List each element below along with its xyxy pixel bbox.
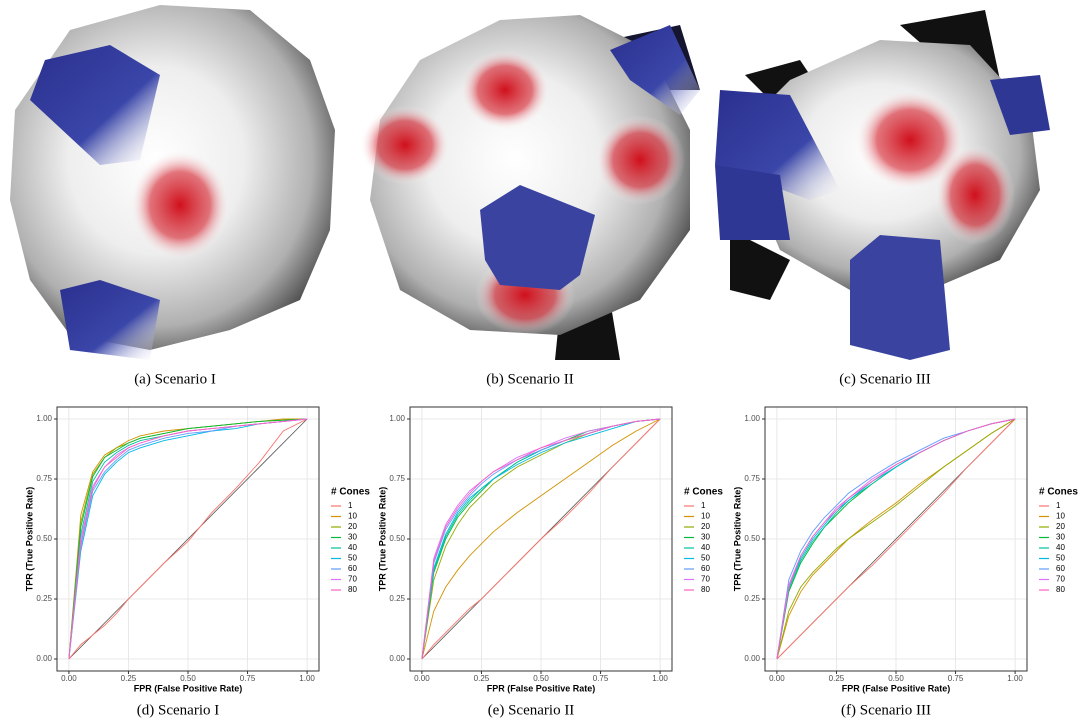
x-tick-label: 0.00 [61,674,77,683]
x-tick-label: 0.00 [769,674,785,683]
legend-label: 1 [348,501,353,510]
y-axis-label: TPR (True Positive Rate) [732,487,742,592]
roc-curve [68,418,308,660]
reference-diagonal [68,418,308,660]
x-tick-label: 0.25 [474,674,490,683]
plot-border [764,406,1028,672]
roc-curve [776,418,1016,660]
x-tick-label: 0.50 [533,674,549,683]
figure-caption: (b) Scenario II [486,371,573,387]
legend-label: 30 [348,533,357,542]
legend-label: 10 [701,512,710,521]
legend-label: 1 [701,501,706,510]
figure-caption: (d) Scenario I [137,702,219,718]
y-tick-label: 0.25 [389,594,405,603]
x-tick-label: 0.00 [414,674,430,683]
y-tick-label: 1.00 [36,414,52,423]
x-axis-label: FPR (False Positive Rate) [487,683,596,693]
render-scenario-2 [360,15,700,360]
plot-border [56,406,320,672]
x-axis-label: FPR (False Positive Rate) [134,683,243,693]
legend-label: 50 [348,554,357,563]
legend-label: 1 [1056,501,1061,510]
legend-label: 30 [1056,533,1065,542]
x-tick-label: 1.00 [1007,674,1023,683]
legend-label: 60 [348,564,357,573]
y-tick-label: 0.50 [744,534,760,543]
y-tick-label: 0.00 [389,654,405,663]
figure-caption: (c) Scenario III [839,371,931,387]
legend-label: 80 [1056,585,1065,594]
roc-curve [68,418,308,660]
y-tick-label: 0.75 [389,474,405,483]
y-tick-label: 0.50 [36,534,52,543]
y-tick-label: 0.75 [36,474,52,483]
roc-curve [421,418,661,660]
roc-curve [68,418,308,660]
legend-label: 40 [701,543,710,552]
x-tick-label: 0.75 [593,674,609,683]
legend-label: 60 [1056,564,1065,573]
x-axis-label: FPR (False Positive Rate) [842,683,951,693]
y-tick-label: 0.75 [744,474,760,483]
roc-curve [421,418,661,660]
legend-label: 70 [1056,575,1065,584]
render-scenario-1 [10,5,335,360]
legend-label: 80 [348,585,357,594]
legend-label: 50 [1056,554,1065,563]
legend-label: 20 [701,522,710,531]
x-tick-label: 0.75 [948,674,964,683]
legend-title: # Cones [331,487,370,498]
x-tick-label: 1.00 [299,674,315,683]
legend-label: 40 [348,543,357,552]
roc-curve [776,418,1016,660]
legend-label: 10 [1056,512,1065,521]
roc-curve [421,418,661,660]
y-tick-label: 0.50 [389,534,405,543]
y-tick-label: 0.00 [744,654,760,663]
y-tick-label: 0.25 [744,594,760,603]
x-tick-label: 1.00 [652,674,668,683]
legend-title: # Cones [684,487,723,498]
roc-curve [776,418,1016,660]
figure-caption: (a) Scenario I [134,371,216,387]
legend-label: 70 [348,575,357,584]
y-axis-label: TPR (True Positive Rate) [377,487,387,592]
legend-label: 20 [1056,522,1065,531]
figure-caption: (f) Scenario III [841,702,931,718]
render-scenario-3 [715,10,1050,360]
x-tick-label: 0.50 [888,674,904,683]
legend-label: 30 [701,533,710,542]
legend-label: 20 [348,522,357,531]
plot-border [409,406,673,672]
legend-title: # Cones [1039,487,1078,498]
legend-label: 40 [1056,543,1065,552]
y-tick-label: 0.25 [36,594,52,603]
x-tick-label: 0.25 [121,674,137,683]
figure-caption: (e) Scenario II [488,702,575,718]
x-tick-label: 0.25 [829,674,845,683]
legend-label: 70 [701,575,710,584]
y-tick-label: 0.00 [36,654,52,663]
x-tick-label: 0.50 [180,674,196,683]
y-axis-label: TPR (True Positive Rate) [24,487,34,592]
y-tick-label: 1.00 [744,414,760,423]
legend-label: 10 [348,512,357,521]
x-tick-label: 0.75 [240,674,256,683]
y-tick-label: 1.00 [389,414,405,423]
legend-label: 60 [701,564,710,573]
roc-curve [421,418,661,660]
legend-label: 80 [701,585,710,594]
legend-label: 50 [701,554,710,563]
